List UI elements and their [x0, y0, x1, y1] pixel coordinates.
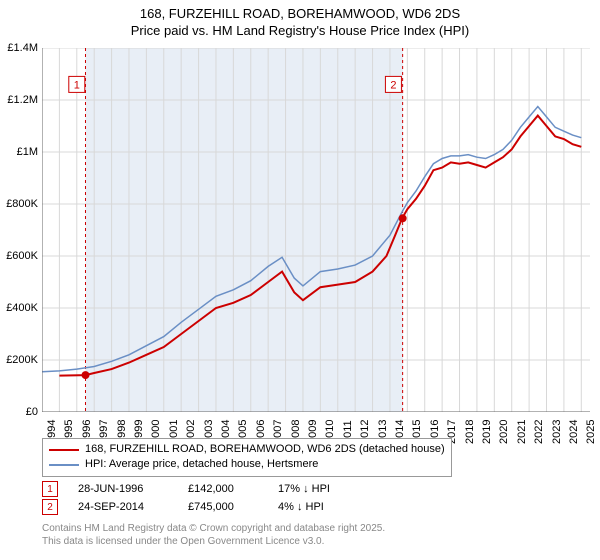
annotation-marker: 2	[42, 499, 58, 515]
y-axis-label: £200K	[0, 354, 38, 366]
footnote: Contains HM Land Registry data © Crown c…	[42, 522, 385, 548]
y-axis-label: £600K	[0, 250, 38, 262]
chart-title-line1: 168, FURZEHILL ROAD, BOREHAMWOOD, WD6 2D…	[0, 0, 600, 23]
footnote-line2: This data is licensed under the Open Gov…	[42, 536, 324, 547]
annotation-price: £142,000	[188, 483, 258, 495]
footnote-line1: Contains HM Land Registry data © Crown c…	[42, 523, 385, 534]
x-axis-label: 2024	[568, 420, 580, 444]
y-axis-label: £800K	[0, 198, 38, 210]
annotation-price: £745,000	[188, 501, 258, 513]
legend: 168, FURZEHILL ROAD, BOREHAMWOOD, WD6 2D…	[42, 438, 452, 477]
annotation-table: 1 28-JUN-1996 £142,000 17% ↓ HPI 2 24-SE…	[42, 480, 368, 516]
legend-label: HPI: Average price, detached house, Hert…	[85, 457, 318, 472]
annotation-row: 1 28-JUN-1996 £142,000 17% ↓ HPI	[42, 480, 368, 498]
x-axis-label: 2018	[464, 420, 476, 444]
annotation-date: 24-SEP-2014	[78, 501, 168, 513]
y-axis-label: £1M	[0, 146, 38, 158]
x-axis-label: 2022	[533, 420, 545, 444]
svg-text:1: 1	[74, 79, 80, 91]
annotation-pct: 4% ↓ HPI	[278, 501, 368, 513]
x-axis-label: 2021	[516, 420, 528, 444]
legend-item: 168, FURZEHILL ROAD, BOREHAMWOOD, WD6 2D…	[49, 442, 445, 457]
y-axis-label: £0	[0, 406, 38, 418]
annotation-row: 2 24-SEP-2014 £745,000 4% ↓ HPI	[42, 498, 368, 516]
annotation-marker: 1	[42, 481, 58, 497]
x-axis-label: 2025	[585, 420, 597, 444]
legend-label: 168, FURZEHILL ROAD, BOREHAMWOOD, WD6 2D…	[85, 442, 445, 457]
legend-item: HPI: Average price, detached house, Hert…	[49, 457, 445, 472]
x-axis-label: 2020	[498, 420, 510, 444]
annotation-date: 28-JUN-1996	[78, 483, 168, 495]
svg-text:2: 2	[390, 79, 396, 91]
x-axis-label: 2023	[551, 420, 563, 444]
y-axis-label: £1.2M	[0, 94, 38, 106]
x-axis-label: 2019	[481, 420, 493, 444]
y-axis-label: £400K	[0, 302, 38, 314]
chart-title-line2: Price paid vs. HM Land Registry's House …	[0, 23, 600, 38]
chart-container: 168, FURZEHILL ROAD, BOREHAMWOOD, WD6 2D…	[0, 0, 600, 560]
y-axis-label: £1.4M	[0, 42, 38, 54]
annotation-pct: 17% ↓ HPI	[278, 483, 368, 495]
chart-plot-area: 12	[42, 48, 590, 412]
